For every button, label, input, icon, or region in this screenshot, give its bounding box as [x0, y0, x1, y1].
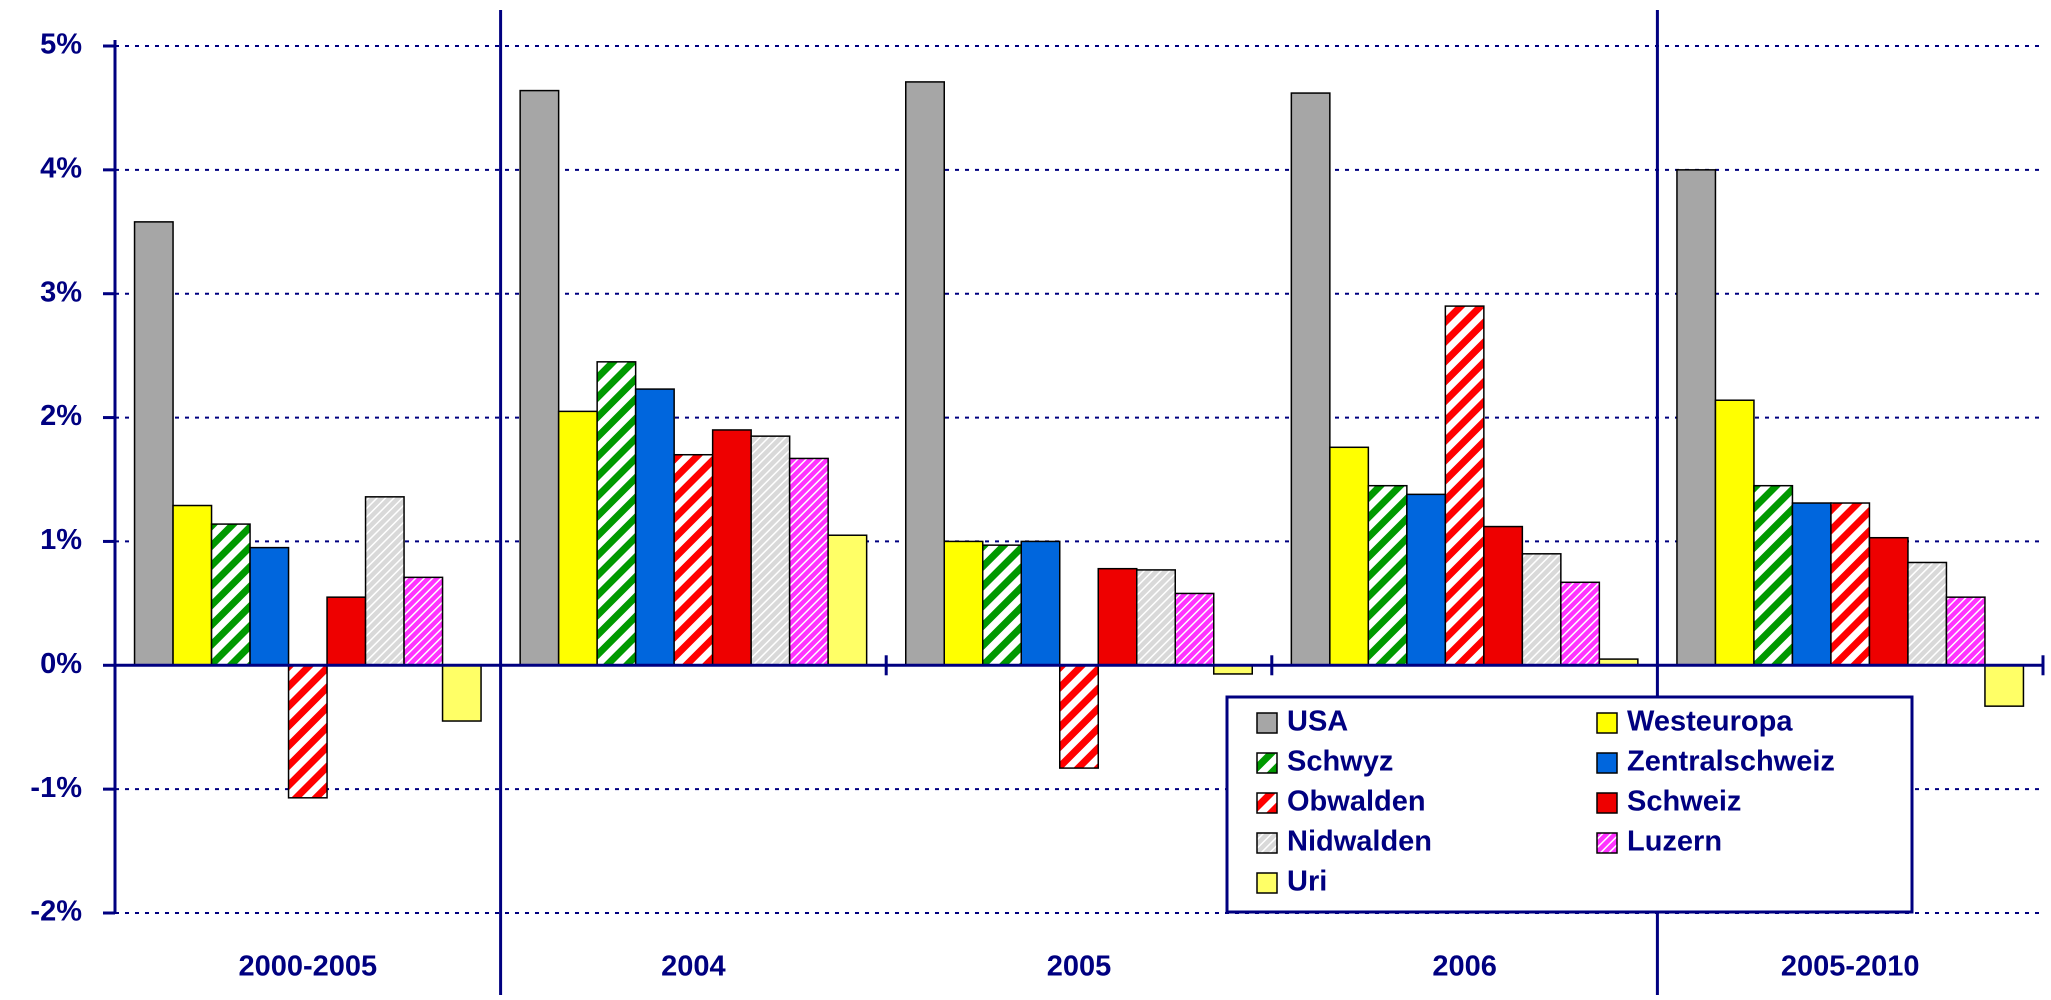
- legend-swatch: [1256, 872, 1278, 894]
- bar: [982, 544, 1022, 667]
- legend-label: Schwyz: [1287, 746, 1393, 778]
- bar: [326, 596, 367, 667]
- legend-swatch: [1596, 792, 1618, 814]
- bar: [788, 457, 829, 667]
- bar: [1174, 592, 1215, 667]
- bar: [519, 89, 560, 667]
- bar: [403, 576, 444, 667]
- y-tick-label: -2%: [30, 896, 82, 928]
- bar: [441, 664, 482, 722]
- bar: [1097, 567, 1138, 667]
- bar: [1020, 540, 1061, 667]
- legend-label: Schweiz: [1627, 786, 1741, 818]
- legend-label: Nidwalden: [1287, 826, 1432, 858]
- legend-swatch: [1256, 832, 1278, 854]
- legend-label: Zentralschweiz: [1627, 746, 1835, 778]
- bar: [673, 453, 714, 667]
- legend-swatch: [1256, 712, 1278, 734]
- bar: [1868, 536, 1909, 667]
- x-tick-label: 2004: [661, 951, 726, 983]
- legend-swatch: [1596, 712, 1618, 734]
- legend-swatch: [1256, 792, 1278, 814]
- legend-swatch: [1596, 752, 1618, 774]
- bar: [249, 546, 290, 667]
- legend-label: Luzern: [1627, 826, 1722, 858]
- legend-label: USA: [1287, 706, 1348, 738]
- legend-label: Westeuropa: [1627, 706, 1793, 738]
- bar: [905, 81, 945, 667]
- bar: [172, 504, 213, 667]
- bar: [827, 534, 868, 667]
- bar: [1907, 561, 1948, 667]
- bar: [1984, 664, 2025, 707]
- x-tick-label: 2000-2005: [238, 951, 377, 983]
- legend-box: [1225, 695, 1914, 914]
- y-tick-label: 5%: [40, 29, 82, 61]
- bar: [596, 361, 637, 667]
- bar: [557, 410, 598, 667]
- x-tick-label: 2005-2010: [1781, 951, 1920, 983]
- bar: [1329, 446, 1370, 667]
- bar: [1290, 92, 1331, 667]
- bar: [1406, 493, 1447, 667]
- bar: [1521, 553, 1562, 667]
- y-tick-label: 1%: [40, 524, 82, 556]
- legend-label: Obwalden: [1287, 786, 1426, 818]
- bar: [1483, 525, 1524, 667]
- bar: [1136, 569, 1176, 667]
- x-tick-label: 2006: [1432, 951, 1497, 983]
- bar: [210, 523, 251, 667]
- bar: [1560, 581, 1601, 667]
- legend-swatch: [1596, 832, 1618, 854]
- bar: [1714, 399, 1755, 667]
- bar: [1444, 305, 1485, 667]
- bar: [133, 221, 174, 667]
- bar: [1830, 502, 1871, 667]
- y-tick-label: -1%: [30, 772, 82, 804]
- y-tick-label: 0%: [40, 648, 82, 680]
- bar: [1059, 664, 1099, 769]
- bar: [287, 664, 328, 799]
- bar: [364, 496, 405, 667]
- bar: [1367, 484, 1408, 667]
- bar: [711, 429, 752, 667]
- bar: [1945, 596, 1986, 667]
- y-tick-label: 2%: [40, 400, 82, 432]
- y-tick-label: 4%: [40, 153, 82, 185]
- bar: [943, 540, 984, 667]
- legend-swatch: [1256, 752, 1278, 774]
- legend-label: Uri: [1287, 866, 1327, 898]
- x-tick-label: 2005: [1047, 951, 1112, 983]
- bar: [1791, 502, 1832, 667]
- bar: [1676, 169, 1717, 667]
- y-tick-label: 3%: [40, 276, 82, 308]
- bar: [634, 388, 675, 667]
- bar: [1753, 484, 1794, 667]
- bar: [750, 435, 791, 667]
